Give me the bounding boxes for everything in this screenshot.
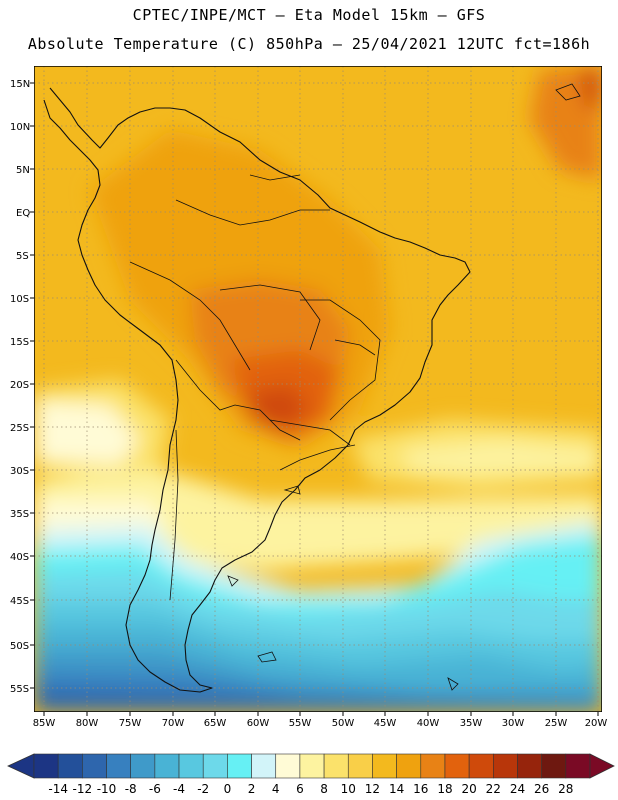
islands [227,83,581,691]
colorbar-swatch [275,753,301,779]
lon-label: 65W [204,718,227,729]
lon-label: 60W [247,718,270,729]
lon-label: 40W [417,718,440,729]
colorbar-swatch [565,753,591,779]
lat-label: 30S [10,466,29,477]
colorbar-swatch [299,753,325,779]
colorbar-label: 0 [224,782,232,796]
colorbar-swatch [323,753,349,779]
lat-label: 5N [16,165,30,176]
colorbar-swatch [57,753,83,779]
colorbar-label: -14 [48,782,68,796]
colorbar-label: 28 [558,782,573,796]
colorbar [7,753,615,779]
colorbar-arrow-low [7,753,35,779]
colorbar-label: 26 [534,782,549,796]
colorbar-swatch [202,753,228,779]
latitude-axis: 15N 10N 5N EQ 5S 10S 15S 20S 25S 30S 35S… [10,79,30,695]
lon-label: 75W [119,718,142,729]
colorbar-swatch [33,753,59,779]
colorbar-label: 14 [389,782,404,796]
colorbar-label: 22 [486,782,501,796]
lon-label: 70W [162,718,185,729]
colorbar-labels: -14 -12 -10 -8 -6 -4 -2 0 2 4 6 8 10 12 14 16 18 20 22 24 26… [48,782,573,796]
lon-label: 45W [374,718,397,729]
colorbar-swatch [227,753,252,779]
lon-label: 80W [76,718,99,729]
colorbar-swatch [178,753,204,779]
colorbar-swatch [493,753,518,779]
lat-label: 10N [10,122,30,133]
colorbar-swatch [82,753,107,779]
lat-label: 55S [10,684,29,695]
colorbar-swatch [347,753,373,779]
lat-label: 5S [16,251,29,262]
country-borders [129,174,381,601]
lon-ticks [43,712,599,716]
colorbar-swatch [444,753,470,779]
colorbar-label: 20 [461,782,476,796]
colorbar-arrow-high [589,753,615,779]
longitude-axis: 85W 80W 75W 70W 65W 60W 55W 50W 45W 40W … [33,718,608,729]
graticule [34,66,602,712]
colorbar-swatch [468,753,494,779]
colorbar-label: 16 [413,782,428,796]
lat-label: 50S [10,641,29,652]
colorbar-label: 12 [365,782,380,796]
colorbar-label: -10 [97,782,117,796]
colorbar-label: -2 [197,782,209,796]
colorbar-label: 24 [510,782,525,796]
colorbar-label: 4 [272,782,280,796]
lon-label: 25W [545,718,568,729]
colorbar-label: -12 [73,782,93,796]
temperature-field [34,66,602,712]
lon-label: 20W [585,718,608,729]
colorbar-label: -6 [149,782,161,796]
lat-label: 10S [10,294,29,305]
lon-label: 50W [332,718,355,729]
colorbar-swatch [154,753,180,779]
lat-label: 15S [10,337,29,348]
lon-label: 30W [502,718,525,729]
lon-label: 55W [289,718,312,729]
lon-label: 35W [460,718,483,729]
lat-label: 40S [10,552,29,563]
colorbar-swatch [372,753,397,779]
lat-label: 25S [10,423,29,434]
lat-label: 35S [10,509,29,520]
colorbar-swatch [541,753,567,779]
colorbar-swatch [130,753,156,779]
lat-label: 45S [10,596,29,607]
colorbar-label: 2 [248,782,256,796]
colorbar-swatch [517,753,542,779]
lat-ticks [30,82,34,689]
colorbar-swatch [251,753,277,779]
colorbar-label: 18 [437,782,452,796]
lon-label: 85W [33,718,56,729]
colorbar-label: 8 [320,782,328,796]
lat-label: 15N [10,79,30,90]
colorbar-swatch [106,753,131,779]
map-title-line2: Absolute Temperature (C) 850hPa – 25/04/… [27,35,591,53]
map-title-line1: CPTEC/INPE/MCT – Eta Model 15km – GFS [132,6,486,24]
lat-label: 20S [10,380,29,391]
colorbar-label: -4 [173,782,185,796]
lat-label: EQ [16,208,30,219]
colorbar-swatch [396,753,422,779]
colorbar-label: 10 [341,782,356,796]
south-america-coastline [43,87,471,693]
colorbar-swatch [420,753,446,779]
colorbar-label: 6 [296,782,304,796]
colorbar-label: -8 [125,782,137,796]
